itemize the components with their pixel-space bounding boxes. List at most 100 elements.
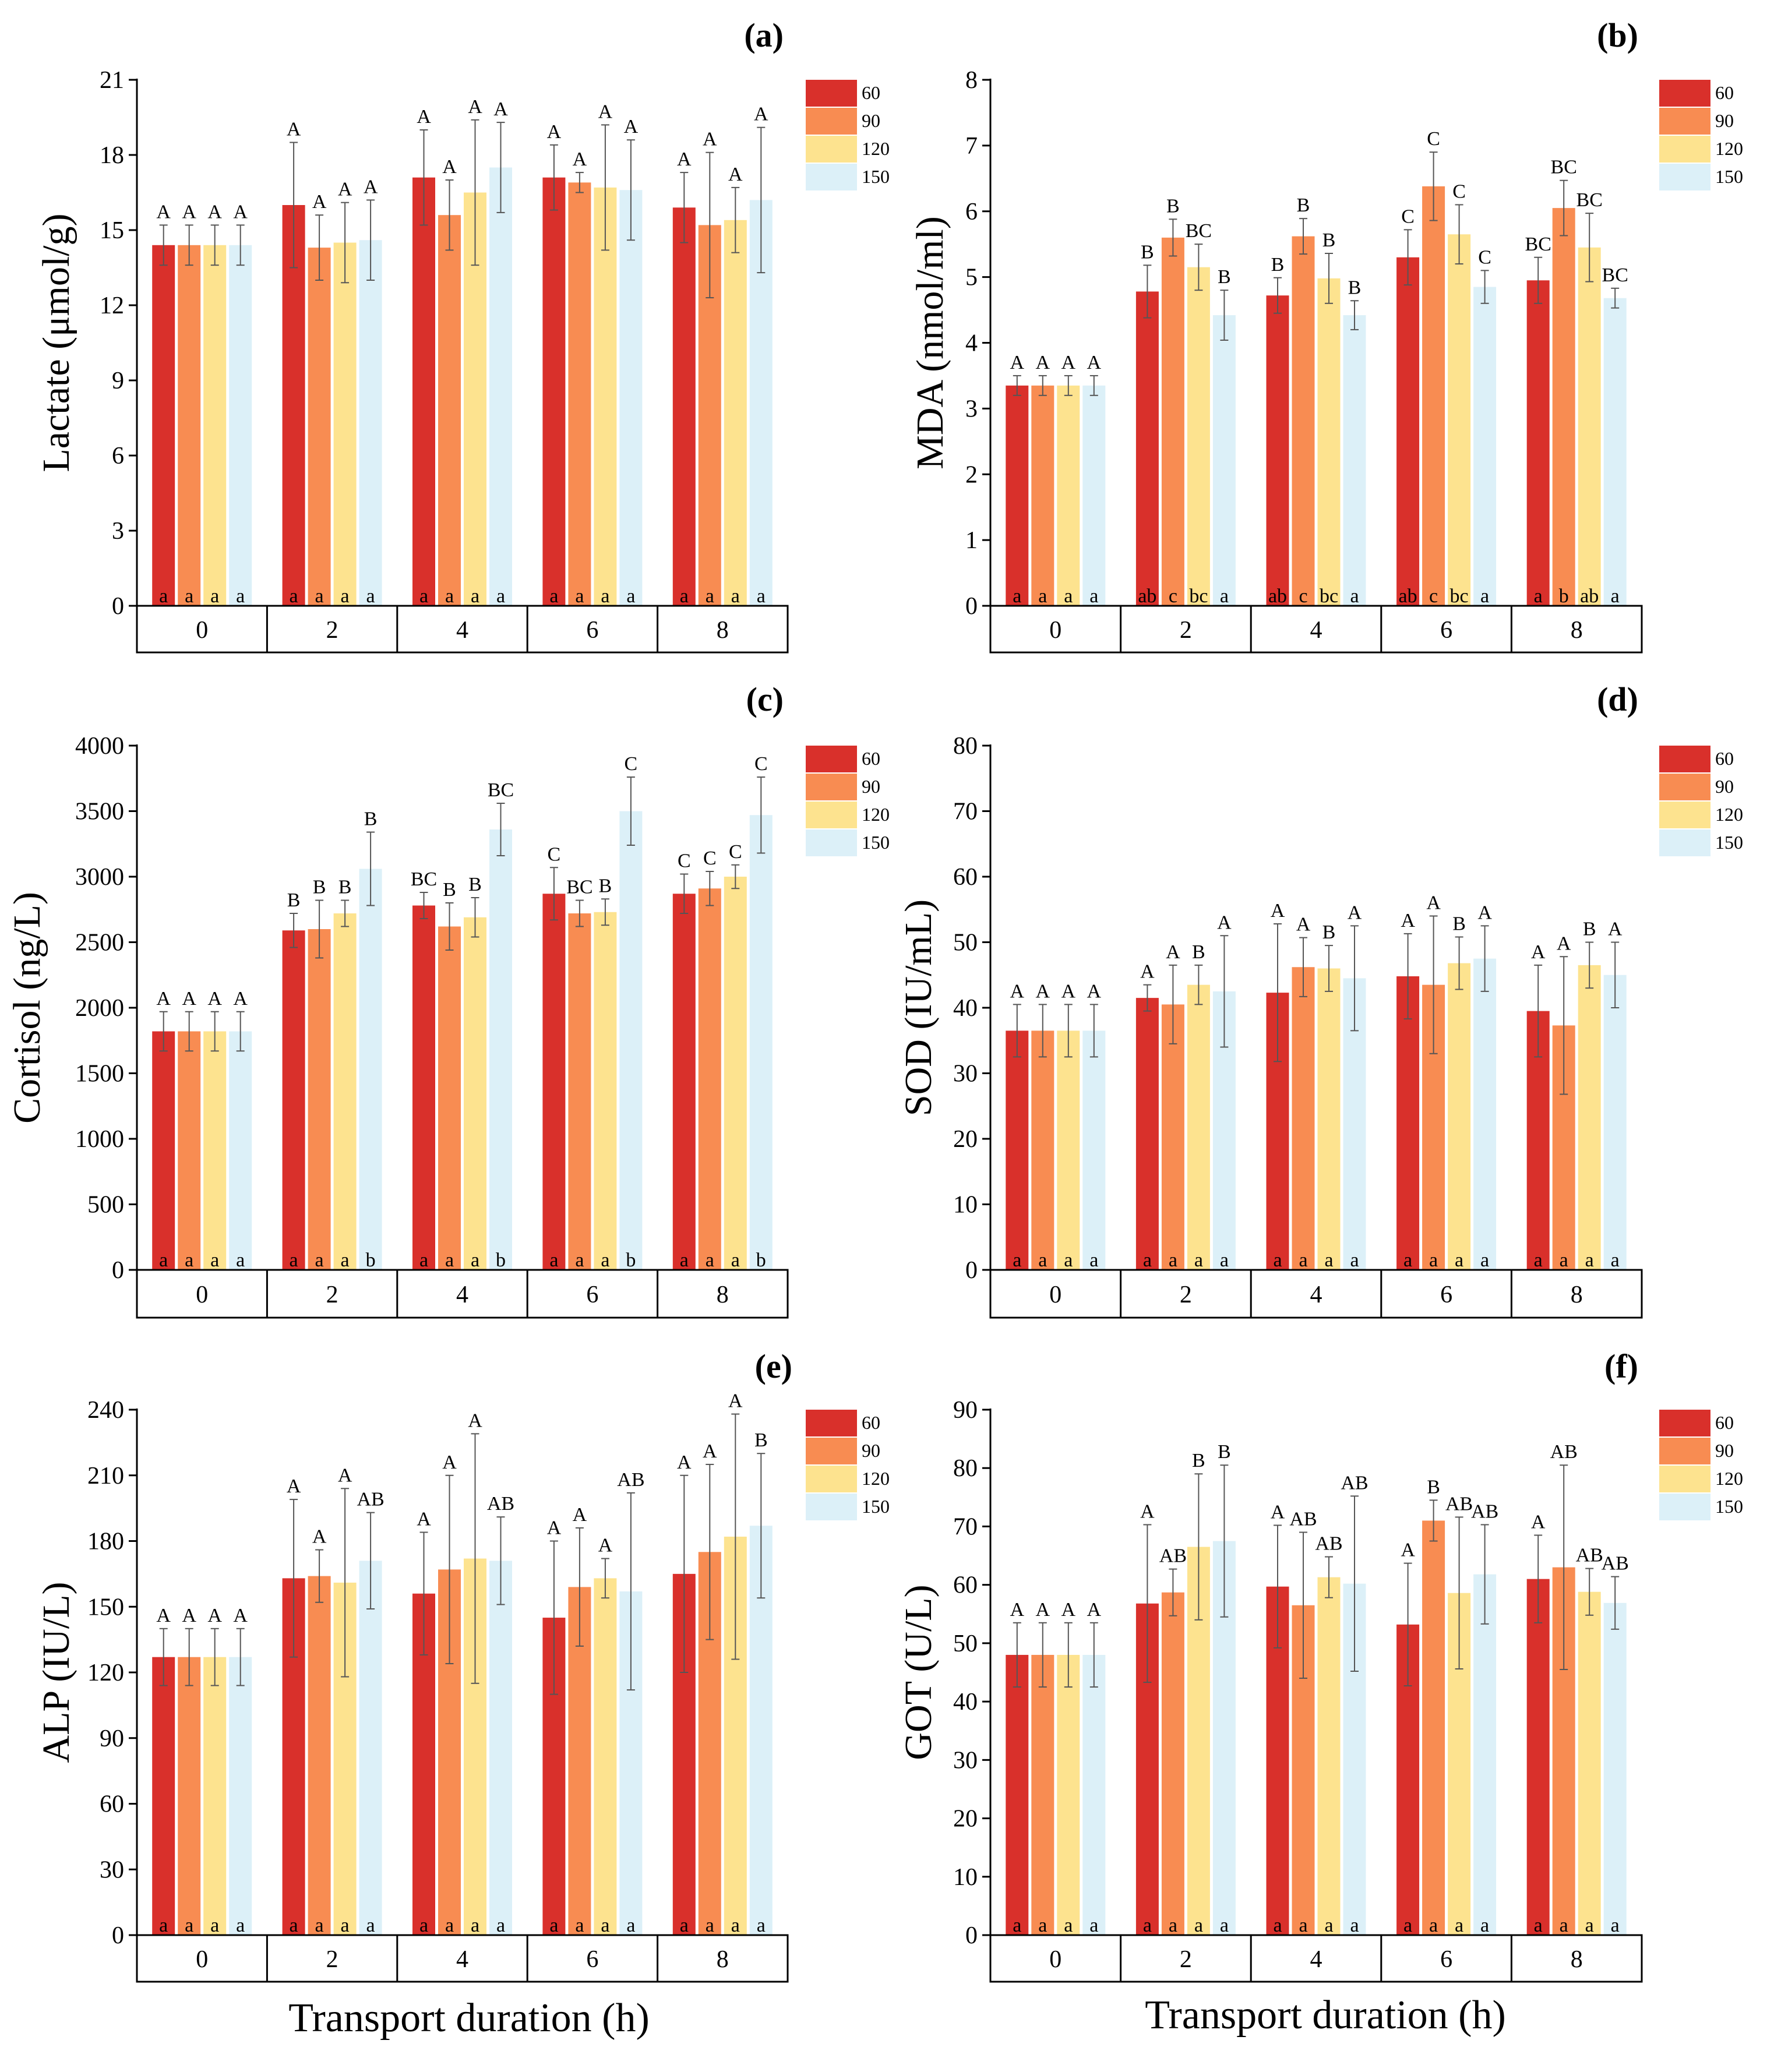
x-tick-label: 2 — [1180, 617, 1192, 644]
upper-sig-letter: B — [468, 874, 482, 895]
legend-label: 120 — [862, 1468, 890, 1489]
upper-sig-letter: A — [364, 176, 378, 197]
x-tick-label: 6 — [586, 1282, 598, 1308]
bar — [594, 912, 617, 1270]
upper-sig-letter: AB — [1445, 1493, 1473, 1515]
lower-sig-letter: a — [471, 585, 479, 607]
x-tick-label: 6 — [586, 1946, 598, 1973]
upper-sig-letter: C — [1478, 246, 1491, 268]
upper-sig-letter: AB — [1341, 1472, 1368, 1494]
x-category-box — [989, 1934, 1643, 1983]
upper-sig-letter: C — [548, 843, 561, 865]
x-tick-label: 4 — [456, 1946, 468, 1973]
bar — [1317, 968, 1341, 1270]
lower-sig-letter: a — [1611, 1915, 1620, 1936]
bar — [1082, 385, 1106, 606]
upper-sig-letter: B — [443, 879, 456, 901]
bar — [412, 177, 435, 606]
bar — [1135, 291, 1159, 606]
legend-label: 90 — [1715, 776, 1734, 797]
chart-panel-6: Aa Aa Aa Aa Aa Aa AB a AB a Ba AB a Aa Ba AB a AB a AB a Aa Ba… — [897, 1347, 1743, 1983]
lower-sig-letter: a — [1480, 585, 1489, 607]
upper-sig-letter: B — [1583, 919, 1596, 940]
lower-sig-letter: a — [680, 1915, 689, 1936]
bar — [724, 220, 747, 606]
lower-sig-letter: a — [549, 585, 558, 607]
legend-swatch — [806, 746, 857, 772]
lower-sig-letter: a — [210, 585, 219, 607]
x-tick-label: 0 — [1049, 1946, 1061, 1973]
lower-sig-letter: a — [1194, 1249, 1203, 1271]
bar — [464, 917, 486, 1270]
y-tick-label: 3 — [965, 396, 978, 422]
y-tick-label: 80 — [953, 733, 978, 760]
lower-sig-letter: a — [1560, 1249, 1568, 1271]
y-tick-label: 6 — [112, 443, 124, 470]
x-tick-label: 2 — [326, 1946, 338, 1973]
upper-sig-letter: A — [1401, 910, 1415, 931]
legend-label: 90 — [1715, 1440, 1734, 1461]
lower-sig-letter: ab — [1268, 585, 1287, 607]
y-tick-label: 2500 — [75, 930, 124, 956]
lower-sig-letter: a — [1143, 1915, 1152, 1936]
bar — [178, 1031, 201, 1270]
bar — [594, 187, 617, 606]
upper-sig-letter: BC — [1576, 189, 1603, 211]
legend-swatch — [806, 136, 857, 163]
upper-sig-letter: B — [1166, 195, 1180, 217]
bar — [1135, 998, 1159, 1270]
lower-sig-letter: a — [445, 1249, 454, 1271]
upper-sig-letter: B — [1271, 254, 1285, 276]
y-tick-label: 10 — [953, 1864, 978, 1891]
lower-sig-letter: a — [1273, 1915, 1282, 1936]
upper-sig-letter: A — [1557, 933, 1571, 954]
upper-sig-letter: A — [1061, 1599, 1076, 1621]
lower-sig-letter: a — [1480, 1915, 1489, 1936]
legend-label: 60 — [1715, 82, 1734, 103]
lower-sig-letter: a — [445, 585, 454, 607]
lower-sig-letter: a — [1220, 1249, 1229, 1271]
bar — [1082, 1030, 1106, 1270]
upper-sig-letter: A — [1531, 1511, 1546, 1533]
lower-sig-letter: a — [1560, 1915, 1568, 1936]
lower-sig-letter: a — [1403, 1249, 1412, 1271]
legend-swatch — [1659, 164, 1710, 190]
legend-swatch — [1659, 746, 1710, 772]
upper-sig-letter: A — [442, 1452, 457, 1473]
xlabel-left: Transport duration (h) — [288, 1996, 650, 2041]
lower-sig-letter: a — [626, 585, 635, 607]
lower-sig-letter: a — [731, 585, 740, 607]
bar — [1473, 287, 1497, 606]
upper-sig-letter: A — [1087, 352, 1102, 373]
bar — [542, 894, 566, 1270]
legend-label: 120 — [862, 804, 890, 825]
upper-sig-letter: BC — [1551, 157, 1577, 178]
bar — [1578, 247, 1601, 606]
x-tick-label: 0 — [196, 1946, 208, 1973]
upper-sig-letter: A — [624, 116, 639, 137]
bar — [698, 888, 721, 1270]
upper-sig-letter: B — [1452, 913, 1466, 935]
bar — [1526, 280, 1550, 606]
lower-sig-letter: a — [601, 585, 609, 607]
x-tick-label: 8 — [1571, 617, 1583, 644]
legend-label: 60 — [862, 1412, 880, 1433]
legend-swatch — [1659, 1494, 1710, 1520]
x-tick-label: 6 — [586, 617, 598, 644]
bar — [308, 929, 331, 1270]
upper-sig-letter: C — [729, 841, 742, 863]
bar — [489, 829, 512, 1270]
legend-label: 60 — [1715, 748, 1734, 769]
y-tick-label: 60 — [100, 1791, 124, 1818]
lower-sig-letter: ab — [1399, 585, 1417, 607]
panel-label: (f) — [1604, 1347, 1638, 1385]
upper-sig-letter: B — [364, 809, 378, 830]
lower-sig-letter: a — [1480, 1249, 1489, 1271]
upper-sig-letter: B — [1297, 195, 1310, 216]
lower-sig-letter: a — [496, 585, 505, 607]
x-tick-label: 6 — [1440, 1946, 1452, 1973]
upper-sig-letter: C — [1452, 181, 1466, 202]
legend-swatch — [806, 1466, 857, 1492]
bar — [1212, 315, 1236, 606]
y-tick-label: 0 — [112, 1257, 124, 1284]
